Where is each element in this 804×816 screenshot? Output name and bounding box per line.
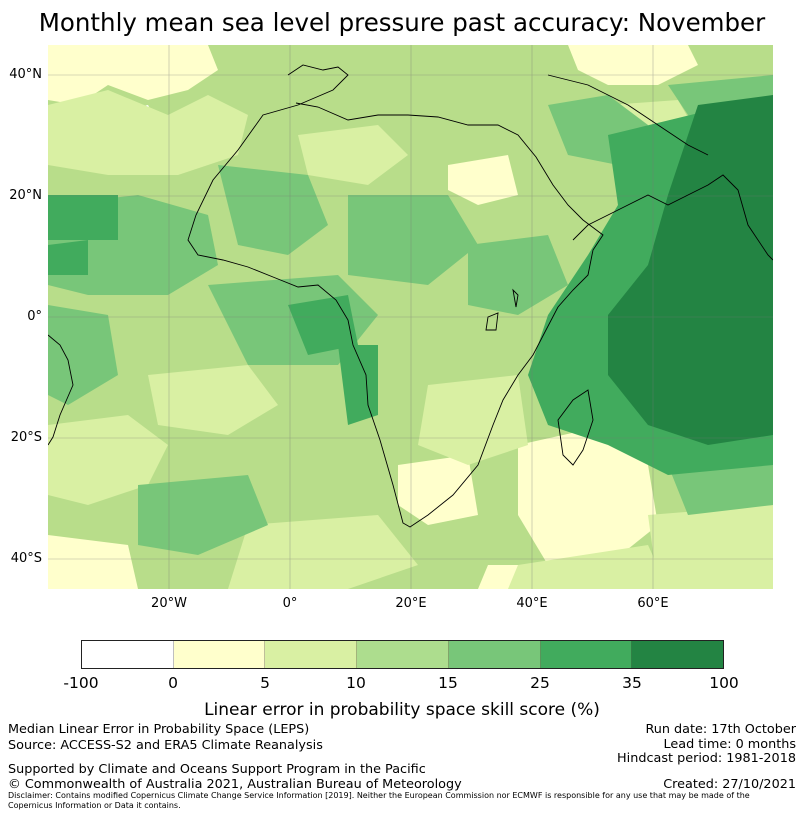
lat-label-equator: 0° [27,309,42,324]
lat-label-20n: 20°N [9,188,42,203]
lon-label-0: 0° [282,596,298,611]
lat-label-20s: 20°S [10,430,42,445]
lead-time: Lead time: 0 months [663,737,796,752]
colorbar-tick-label: 10 [346,674,366,692]
colorbar-segment-3 [265,641,358,668]
colorbar-tick-label: 25 [530,674,550,692]
disclaimer: Disclaimer: Contains modified Copernicus… [8,791,750,810]
lat-label-40n: 40°N [9,67,42,82]
colorbar-tick-label: 100 [709,674,739,692]
footer-copyright: © Commonwealth of Australia 2021, Austra… [8,777,462,792]
colorbar-title: Linear error in probability space skill … [204,700,600,720]
lon-label-60e: 60°E [637,596,669,611]
colorbar-segment-7 [632,641,724,668]
lon-label-40e: 40°E [516,596,548,611]
footer-support: Supported by Climate and Oceans Support … [8,762,426,777]
colorbar-tick-label: 35 [622,674,642,692]
lon-label-20w: 20°W [151,596,187,611]
footer-method: Median Linear Error in Probability Space… [8,722,310,737]
graticule [48,45,773,589]
colorbar-segment-1 [82,641,174,668]
colorbar-segment-5 [448,641,541,668]
skill-band-35-100 [608,95,773,445]
colorbar [81,640,724,669]
lat-label-40s: 40°S [10,551,42,566]
colorbar-tick-label: 0 [168,674,178,692]
footer-source: Source: ACCESS-S2 and ERA5 Climate Reana… [8,738,323,753]
colorbar-tick-label: -100 [63,674,99,692]
skill-score-map[interactable] [48,45,773,589]
skill-band-5-10 [48,90,773,589]
lon-label-20e: 20°E [395,596,427,611]
skill-band-15-25 [48,75,773,555]
map-canvas [48,45,773,589]
run-date: Run date: 17th October [645,722,796,737]
chart-title: Monthly mean sea level pressure past acc… [38,8,766,37]
created-date: Created: 27/10/2021 [663,777,796,792]
hindcast-period: Hindcast period: 1981-2018 [617,751,796,766]
colorbar-segment-4 [357,641,449,668]
coastlines [48,64,773,528]
colorbar-segment-6 [540,641,633,668]
colorbar-tick-label: 15 [438,674,458,692]
colorbar-segment-2 [173,641,266,668]
colorbar-tick-label: 5 [260,674,270,692]
